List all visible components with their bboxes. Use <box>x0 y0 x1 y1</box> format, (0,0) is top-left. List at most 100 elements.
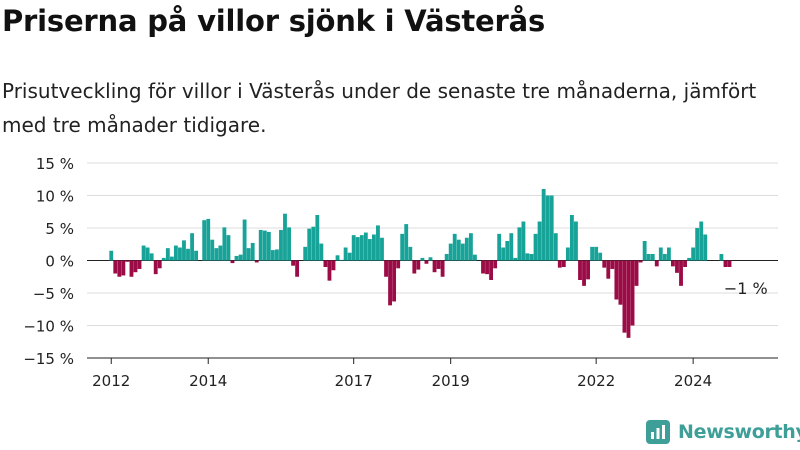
bar <box>448 243 453 261</box>
bar <box>557 260 562 268</box>
bar <box>404 224 409 261</box>
bar <box>517 227 522 261</box>
bar <box>614 260 619 300</box>
bar <box>549 195 554 261</box>
x-tick-label: 2012 <box>92 372 130 390</box>
x-tick-label: 2014 <box>189 372 227 390</box>
bar <box>473 254 477 261</box>
bar <box>646 254 651 261</box>
bar <box>372 234 376 261</box>
bar <box>565 247 570 261</box>
bar <box>194 250 199 261</box>
bar <box>513 257 518 261</box>
y-tick-label: −10 % <box>23 318 74 336</box>
bar <box>464 237 469 261</box>
bar <box>347 252 352 261</box>
bar <box>376 225 380 261</box>
bar <box>541 189 546 261</box>
bar <box>291 260 296 266</box>
bar <box>331 260 336 271</box>
bar <box>279 229 283 261</box>
bar <box>117 260 122 277</box>
bar <box>363 232 368 261</box>
last-value-label: −1 % <box>724 279 768 298</box>
y-tick-label: 10 % <box>36 188 74 206</box>
bar <box>355 237 360 261</box>
bar <box>432 260 437 273</box>
bar <box>683 260 687 267</box>
x-axis: 2012 2014 2017 2019 2022 2024 <box>87 357 778 390</box>
bar <box>165 248 170 261</box>
bar <box>416 260 421 270</box>
bar <box>622 260 627 333</box>
bar <box>485 260 489 275</box>
bar <box>654 260 659 267</box>
bar <box>723 260 728 267</box>
bar <box>315 215 320 261</box>
bar <box>214 248 219 261</box>
brand-logo: Newsworthy <box>646 420 800 444</box>
bar <box>699 221 704 261</box>
bar <box>303 246 308 261</box>
newsworthy-logo-icon <box>646 420 670 444</box>
bar <box>157 260 162 269</box>
bar <box>392 260 397 302</box>
bar <box>113 260 118 274</box>
bar <box>460 243 465 261</box>
bar <box>145 247 150 261</box>
bar <box>412 260 417 274</box>
bar <box>206 218 211 261</box>
x-tick-label: 2017 <box>335 372 373 390</box>
bar <box>295 260 300 277</box>
x-tick-label: 2022 <box>577 372 615 390</box>
bar <box>153 260 158 275</box>
bar <box>161 257 166 261</box>
chart-subtitle: Prisutveckling för villor i Västerås und… <box>2 79 757 137</box>
bar <box>218 245 223 261</box>
bar <box>671 260 675 267</box>
bar <box>319 243 324 261</box>
bar <box>141 245 146 261</box>
bar <box>594 246 599 261</box>
bar <box>533 233 538 261</box>
x-tick-label: 2024 <box>674 372 712 390</box>
bar <box>343 247 348 261</box>
bar <box>545 195 550 261</box>
bar <box>367 239 372 261</box>
bar <box>202 220 207 261</box>
bar <box>400 233 405 261</box>
bar <box>666 247 671 261</box>
bar <box>691 247 696 261</box>
bar <box>687 257 692 261</box>
grid-lines <box>87 162 778 359</box>
bars <box>109 189 732 338</box>
bar <box>275 249 279 261</box>
bar <box>311 226 316 261</box>
bar <box>323 260 328 267</box>
bar <box>384 260 388 277</box>
bar <box>380 237 384 261</box>
bar <box>149 253 154 261</box>
bar <box>578 260 582 280</box>
bar <box>630 260 635 326</box>
bar <box>109 250 114 261</box>
bar <box>525 253 530 261</box>
y-tick-label: −15 % <box>23 350 74 368</box>
annotations: −1 % <box>724 279 768 298</box>
bar <box>424 260 429 264</box>
bar <box>339 259 344 261</box>
bar <box>420 257 425 261</box>
bar <box>436 260 441 269</box>
bar <box>509 233 514 261</box>
bar <box>210 239 215 261</box>
bar <box>444 254 449 261</box>
bar <box>137 260 142 269</box>
bar <box>254 260 259 263</box>
bar <box>727 260 732 267</box>
bar <box>662 254 667 261</box>
bar <box>493 260 498 269</box>
y-tick-label: 5 % <box>45 220 74 238</box>
bar <box>173 245 178 261</box>
bar <box>650 254 655 261</box>
